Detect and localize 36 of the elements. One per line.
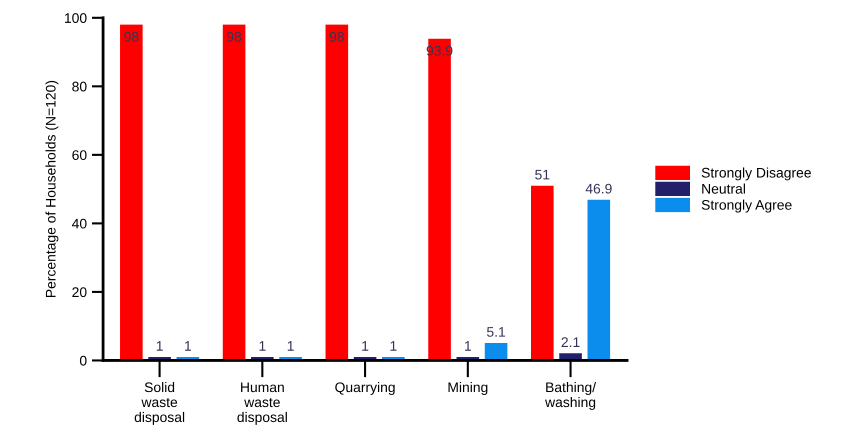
data-label: 98 (124, 32, 138, 42)
data-label: 1 (362, 341, 368, 351)
legend-label: Neutral (702, 184, 745, 194)
data-label: 1 (260, 341, 266, 351)
x-tick-label: Solid waste disposal (134, 382, 184, 425)
bar (222, 24, 246, 360)
y-tick-label: 60 (72, 150, 87, 160)
x-tick-label: Quarrying (335, 382, 395, 395)
bar (484, 342, 508, 360)
y-tick-label: 80 (72, 82, 87, 92)
y-tick-label: 40 (72, 218, 87, 229)
x-tick-label: Bathing/ washing (545, 382, 596, 410)
data-label: 2.1 (562, 337, 580, 347)
legend-label: Strongly Agree (702, 200, 792, 213)
y-tick-label: 0 (80, 356, 87, 366)
bar (428, 38, 451, 360)
data-label: 5.1 (486, 327, 506, 337)
data-label: 1 (288, 341, 294, 351)
y-axis-title: Percentage of Households (N=120) (45, 80, 58, 298)
data-label: 1 (390, 341, 397, 351)
data-label: 98 (227, 32, 242, 42)
bar (588, 200, 610, 360)
data-label: 51 (535, 170, 550, 180)
data-label: 1 (185, 341, 192, 351)
x-tick-label: Mining (448, 382, 488, 395)
data-label: 1 (156, 341, 163, 351)
bar (120, 24, 143, 360)
data-label: 1 (465, 341, 472, 351)
legend-label: Strongly Disagree (702, 167, 811, 180)
data-label: 98 (330, 32, 344, 42)
bar (326, 24, 348, 360)
y-tick-label: 100 (64, 13, 87, 23)
data-label: 46.9 (586, 184, 612, 194)
bar (531, 186, 554, 360)
y-tick-label: 20 (72, 287, 87, 298)
x-tick-label: Human waste disposal (237, 382, 287, 425)
